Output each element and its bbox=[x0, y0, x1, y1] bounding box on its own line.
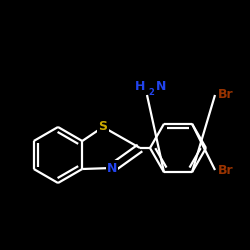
Text: N: N bbox=[107, 162, 117, 174]
Text: Br: Br bbox=[218, 88, 234, 102]
Text: H: H bbox=[134, 80, 145, 93]
Text: N: N bbox=[156, 80, 166, 93]
Text: Br: Br bbox=[218, 164, 234, 176]
Text: 2: 2 bbox=[148, 88, 154, 97]
Text: S: S bbox=[98, 120, 108, 134]
